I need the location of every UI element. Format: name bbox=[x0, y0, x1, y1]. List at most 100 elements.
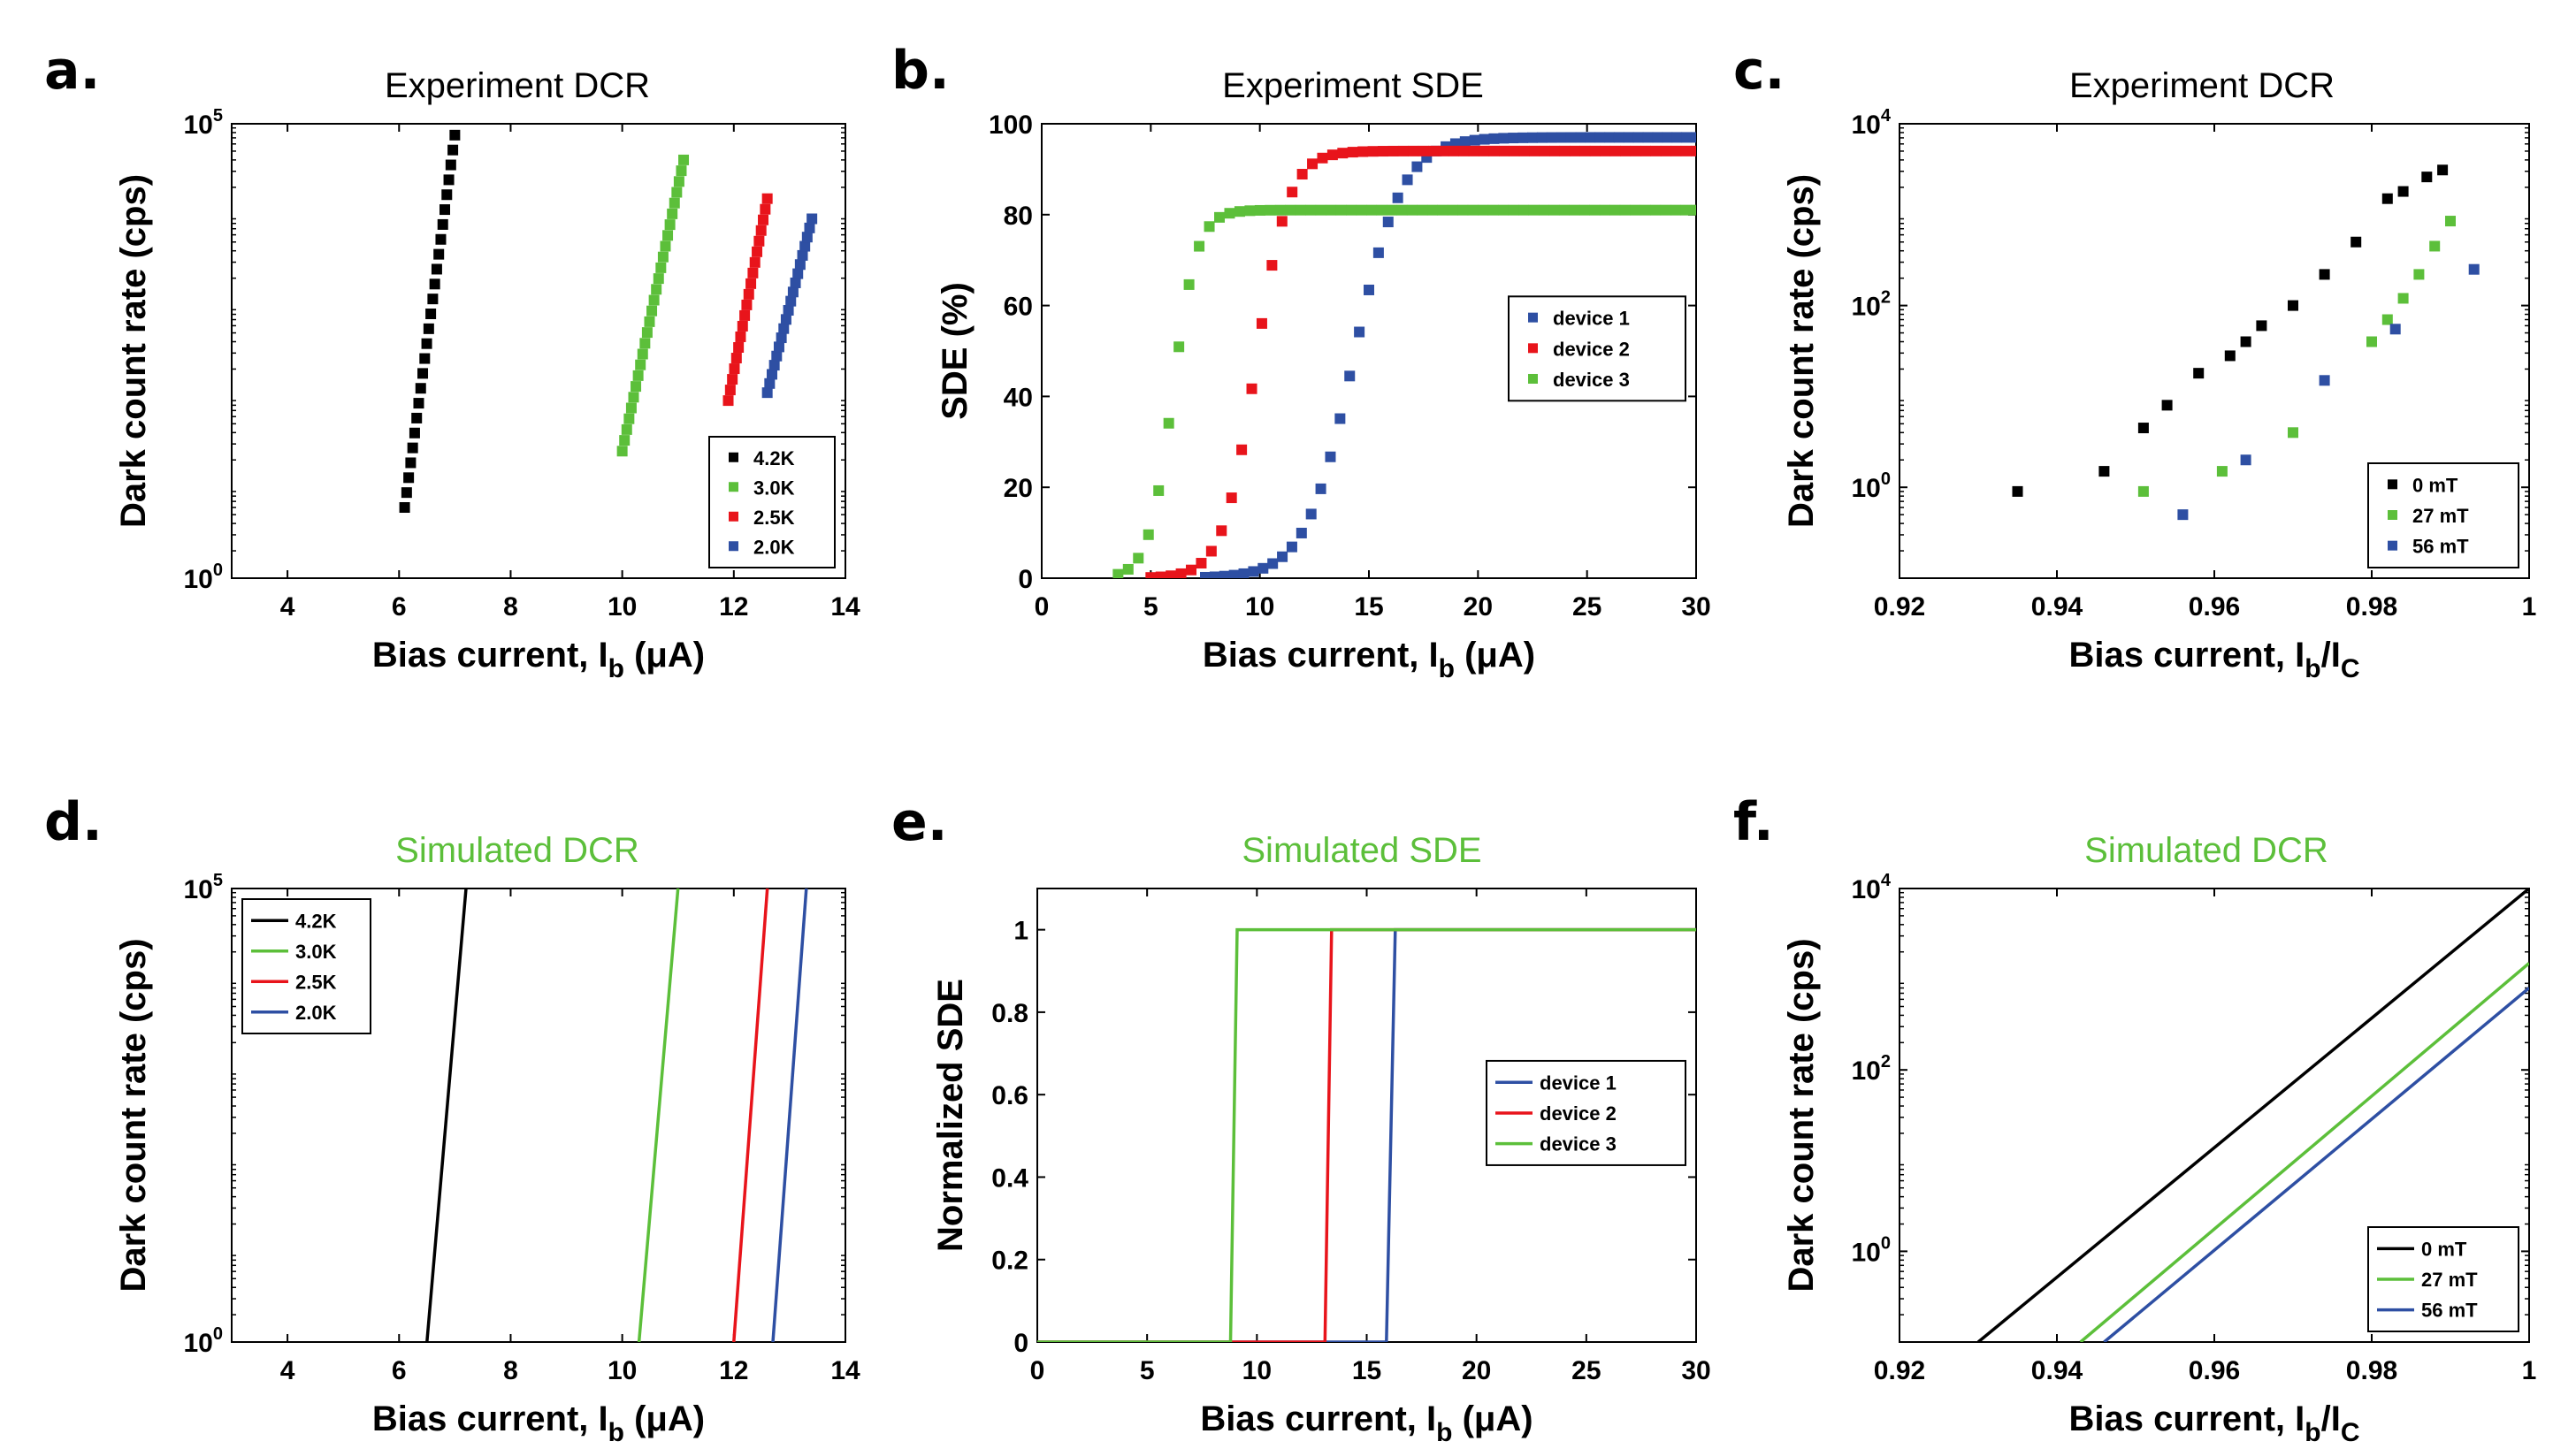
series-line-27-mT bbox=[2079, 962, 2529, 1342]
y-tick-label-exp: 0 bbox=[213, 1324, 223, 1344]
x-axis-label-part: /I bbox=[2321, 636, 2341, 675]
data-point-device-1 bbox=[1382, 217, 1394, 228]
data-point-device-1 bbox=[1372, 247, 1384, 258]
data-point-3-0K bbox=[655, 262, 667, 273]
data-point-device-1 bbox=[1315, 483, 1326, 494]
data-point-2-0K bbox=[776, 332, 787, 344]
data-point-27-mT bbox=[2366, 336, 2377, 347]
data-point-device-2 bbox=[1559, 145, 1571, 156]
legend-entry-label: device 1 bbox=[1553, 308, 1630, 330]
legend: 0 mT 27 mT 56 mT bbox=[2367, 462, 2519, 568]
data-point-2-0K bbox=[768, 360, 780, 371]
data-point-device-3 bbox=[1183, 278, 1195, 290]
data-point-56-mT bbox=[2468, 263, 2480, 275]
data-point-device-2 bbox=[1326, 149, 1338, 161]
series-line-4-2K bbox=[425, 888, 468, 1342]
data-point-3-0K bbox=[635, 359, 646, 370]
data-point-4-2K bbox=[435, 233, 447, 245]
data-point-device-3 bbox=[1244, 205, 1256, 217]
data-point-device-3 bbox=[1315, 204, 1326, 216]
data-point-2-5K bbox=[760, 203, 771, 215]
data-point-2-5K bbox=[741, 299, 753, 310]
panel-letter: e. bbox=[891, 791, 948, 853]
x-tick-label: 12 bbox=[719, 592, 748, 622]
data-point-2-0K bbox=[766, 369, 777, 380]
data-point-device-3 bbox=[1680, 204, 1692, 216]
data-point-0-mT bbox=[2193, 368, 2205, 379]
y-tick-label: 100 bbox=[184, 1324, 224, 1358]
panel-letter: a. bbox=[44, 40, 100, 102]
x-axis-label-part: Bias current, I bbox=[372, 1399, 608, 1438]
chart-title: Simulated DCR bbox=[2084, 831, 2328, 870]
data-point-2-0K bbox=[794, 259, 806, 271]
data-point-device-2 bbox=[1236, 444, 1248, 455]
chart-title: Experiment SDE bbox=[1222, 66, 1484, 105]
data-point-3-0K bbox=[646, 305, 658, 316]
data-point-3-0K bbox=[621, 423, 632, 435]
panel-b: b. Experiment SDE 0 5 10 15 20 25 30 0 20 40 60 80 100… bbox=[891, 40, 1711, 683]
x-tick-label: 6 bbox=[392, 592, 407, 622]
data-point-device-2 bbox=[1287, 187, 1298, 198]
y-tick-label-base: 10 bbox=[184, 1329, 213, 1358]
data-point-3-0K bbox=[632, 370, 644, 381]
data-point-device-1 bbox=[1209, 571, 1220, 578]
data-point-device-2 bbox=[1408, 145, 1419, 156]
x-tick-label: 4 bbox=[280, 1356, 295, 1385]
data-point-device-1 bbox=[1411, 161, 1423, 172]
data-point-0-mT bbox=[2421, 172, 2433, 183]
y-tick-label: 80 bbox=[1004, 202, 1033, 231]
data-point-device-1 bbox=[1546, 132, 1557, 143]
data-point-4-2K bbox=[437, 218, 448, 230]
y-tick-label: 0.4 bbox=[991, 1163, 1028, 1193]
data-point-3-0K bbox=[651, 284, 662, 295]
y-tick-label: 0 bbox=[1018, 565, 1033, 594]
data-point-4-2K bbox=[445, 159, 456, 171]
data-point-device-1 bbox=[1402, 174, 1413, 186]
x-axis-label-part: Bias current, I bbox=[2069, 636, 2305, 675]
data-point-device-3 bbox=[1254, 204, 1265, 216]
data-point-27-mT bbox=[2137, 485, 2149, 497]
x-tick-label: 14 bbox=[830, 592, 860, 622]
y-tick-label: 1 bbox=[1013, 917, 1028, 946]
data-point-device-2 bbox=[1387, 145, 1399, 156]
data-point-3-0K bbox=[637, 348, 648, 360]
data-point-2-5K bbox=[730, 353, 742, 364]
data-point-4-2K bbox=[403, 472, 415, 484]
x-axis-label-part: (μA) bbox=[1452, 1399, 1533, 1438]
data-point-3-0K bbox=[619, 435, 631, 446]
data-point-device-1 bbox=[1556, 132, 1567, 143]
x-tick-label: 15 bbox=[1352, 1356, 1381, 1385]
y-tick-label-exp: 0 bbox=[213, 561, 223, 580]
y-axis-label: SDE (%) bbox=[936, 282, 975, 420]
x-tick-label: 8 bbox=[503, 1356, 518, 1385]
y-tick-label: 40 bbox=[1004, 383, 1033, 412]
x-axis-label-part: C bbox=[2341, 654, 2360, 683]
data-point-3-0K bbox=[628, 392, 639, 403]
data-point-0-mT bbox=[2224, 350, 2236, 362]
data-point-device-2 bbox=[1357, 146, 1369, 157]
data-point-device-1 bbox=[1536, 132, 1548, 143]
chart-title: Experiment DCR bbox=[385, 66, 650, 105]
data-point-2-5K bbox=[735, 331, 746, 342]
data-point-device-2 bbox=[1468, 145, 1479, 156]
series-line-device-3 bbox=[1037, 927, 1696, 1342]
data-point-device-3 bbox=[1406, 204, 1418, 216]
y-tick-label-exp: 2 bbox=[1881, 1052, 1891, 1071]
x-tick-label: 0.98 bbox=[2346, 1356, 2397, 1385]
data-point-3-0K bbox=[631, 381, 642, 393]
data-point-device-2 bbox=[1609, 145, 1621, 156]
x-axis-label-part: (μA) bbox=[1455, 636, 1535, 675]
data-point-device-2 bbox=[1428, 145, 1440, 156]
y-tick-label-exp: 5 bbox=[213, 106, 223, 126]
y-tick-label: 60 bbox=[1004, 293, 1033, 322]
data-point-device-1 bbox=[1364, 284, 1374, 295]
data-point-device-3 bbox=[1630, 204, 1641, 216]
data-point-2-5K bbox=[727, 374, 738, 385]
data-point-device-1 bbox=[1344, 370, 1356, 382]
data-point-4-2K bbox=[443, 174, 455, 186]
x-tick-label: 5 bbox=[1140, 1356, 1155, 1385]
data-point-0-mT bbox=[2288, 300, 2298, 311]
data-point-0-mT bbox=[2381, 193, 2393, 204]
data-point-2-5K bbox=[747, 267, 759, 278]
